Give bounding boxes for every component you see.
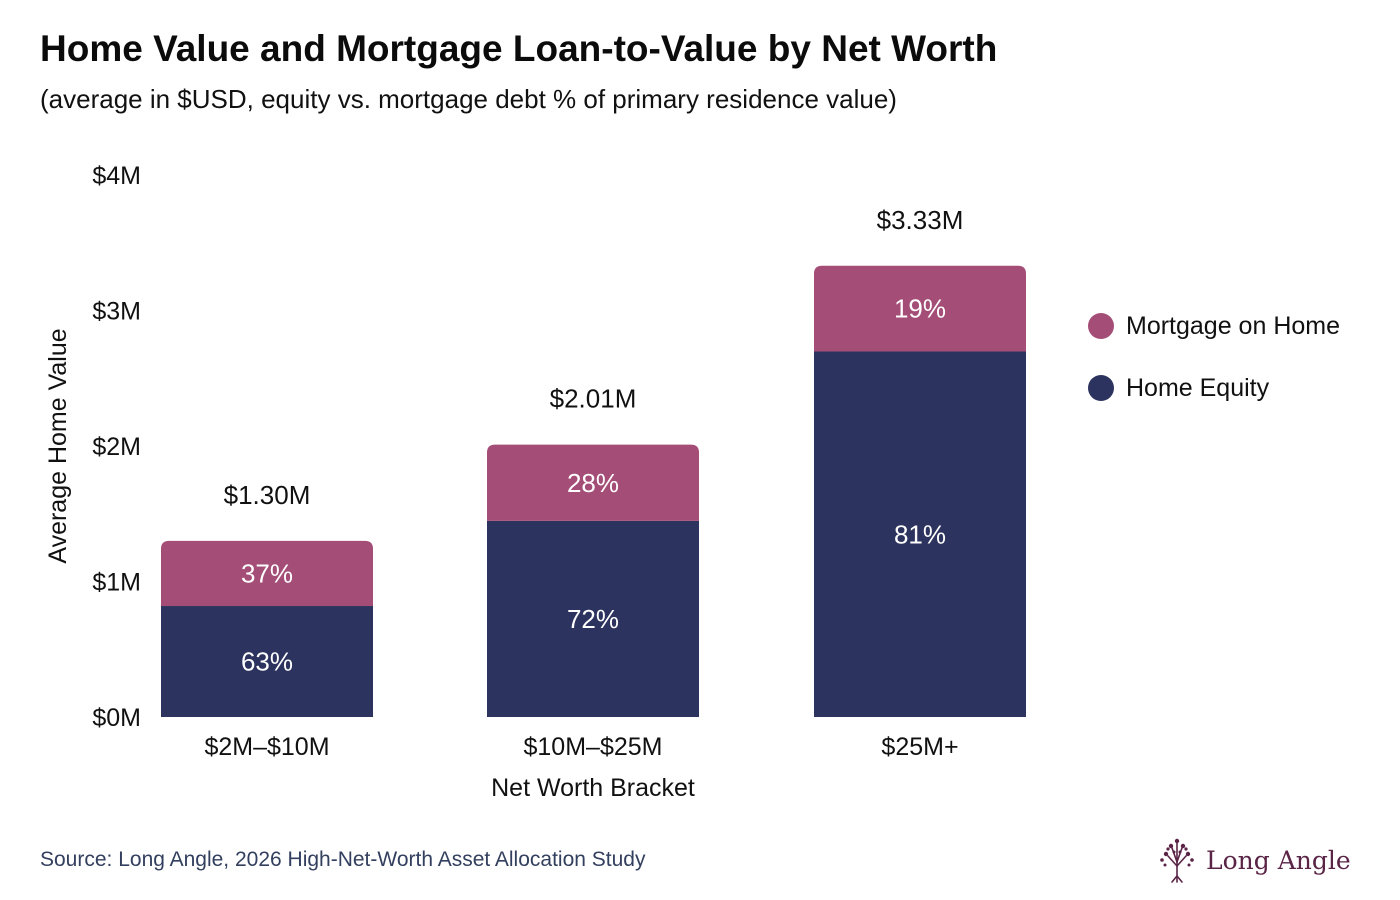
bar-segment-mortgage xyxy=(161,540,373,607)
legend-item-mortgage: Mortgage on Home xyxy=(1088,306,1340,346)
legend-label-mortgage: Mortgage on Home xyxy=(1126,311,1341,340)
legend-swatch-mortgage xyxy=(1088,313,1114,339)
equity-percent-label: 72% xyxy=(567,604,619,634)
x-tick-label: $10M–$25M xyxy=(524,733,663,761)
bar-total-label: $3.33M xyxy=(877,205,964,235)
equity-percent-label: 63% xyxy=(241,647,293,677)
brand-logo: Long Angle xyxy=(1156,836,1351,884)
mortgage-percent-label: 28% xyxy=(567,468,619,498)
tree-icon xyxy=(1160,838,1194,883)
equity-percent-label: 81% xyxy=(894,519,946,549)
y-tick-label: $2M xyxy=(92,433,141,461)
chart-title: Home Value and Mortgage Loan-to-Value by… xyxy=(40,28,998,69)
bar-total-label: $1.30M xyxy=(224,480,311,510)
logo-text: Long Angle xyxy=(1206,845,1351,875)
bar-segment-mortgage xyxy=(487,444,699,521)
y-tick-label: $0M xyxy=(92,704,141,732)
x-tick-label: $25M+ xyxy=(881,733,958,761)
legend-label-equity: Home Equity xyxy=(1126,373,1270,402)
x-axis-label: Net Worth Bracket xyxy=(491,774,695,802)
mortgage-percent-label: 19% xyxy=(894,294,946,324)
y-axis-label: Average Home Value xyxy=(44,328,72,563)
legend-item-equity: Home Equity xyxy=(1088,368,1340,408)
bar-total-label: $2.01M xyxy=(550,384,637,414)
source-note: Source: Long Angle, 2026 High-Net-Worth … xyxy=(40,848,646,871)
bar-segment-mortgage xyxy=(814,265,1026,352)
mortgage-percent-label: 37% xyxy=(241,558,293,588)
y-tick-label: $3M xyxy=(92,298,141,326)
legend: Mortgage on Home Home Equity xyxy=(1088,306,1340,430)
y-tick-label: $4M xyxy=(92,162,141,190)
y-tick-label: $1M xyxy=(92,569,141,597)
legend-swatch-equity xyxy=(1088,375,1114,401)
x-tick-label: $2M–$10M xyxy=(204,733,329,761)
chart-subtitle: (average in $USD, equity vs. mortgage de… xyxy=(40,84,897,114)
bar-segment-equity xyxy=(487,520,699,717)
bar-segment-equity xyxy=(161,606,373,717)
bar-segment-equity xyxy=(814,351,1026,717)
